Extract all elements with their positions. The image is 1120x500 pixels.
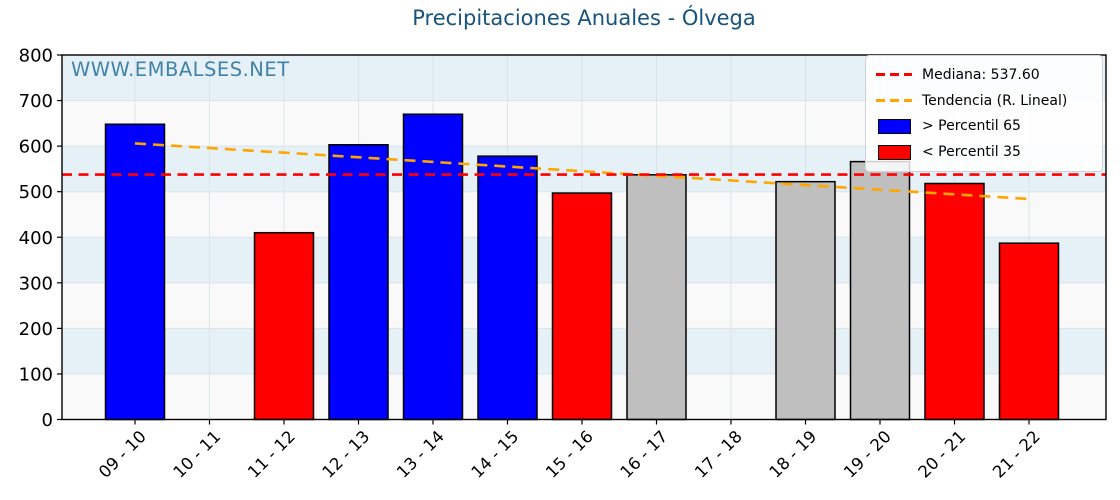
chart-title: Precipitaciones Anuales - Ólvega — [412, 6, 756, 30]
bar-18-19 — [775, 180, 836, 421]
x-tick-label-3: 12 - 13 — [319, 427, 374, 482]
x-tick-label-7: 16 - 17 — [617, 427, 672, 482]
y-tick-label-700: 700 — [19, 91, 53, 112]
legend: Mediana: 537.60 Tendencia (R. Lineal) > … — [865, 55, 1103, 172]
legend-label-p35: < Percentil 35 — [922, 144, 1021, 161]
bar-15-16 — [551, 192, 613, 421]
p65-patch-swatch-icon — [876, 118, 912, 134]
bar-11-12 — [253, 231, 315, 421]
y-tick-label-500: 500 — [19, 182, 53, 203]
legend-label-trend: Tendencia (R. Lineal) — [922, 92, 1068, 109]
bar-21-22 — [998, 242, 1060, 421]
bar-14-15 — [477, 155, 538, 421]
bar-19-20 — [849, 160, 911, 421]
x-tick-label-4: 13 - 14 — [393, 427, 448, 482]
y-tick-label-800: 800 — [19, 46, 53, 67]
x-tick-label-11: 20 - 21 — [915, 427, 970, 482]
p35-patch-swatch-icon — [876, 144, 912, 160]
bar-12-13 — [328, 144, 389, 421]
watermark: WWW.EMBALSES.NET — [71, 58, 290, 81]
y-tick-label-400: 400 — [19, 228, 53, 249]
legend-item-p35: < Percentil 35 — [876, 144, 1092, 160]
trend-dash-swatch-icon — [876, 99, 912, 103]
x-tick-label-2: 11 - 12 — [244, 427, 299, 482]
legend-label-median: Mediana: 537.60 — [922, 66, 1040, 83]
x-tick-label-0: 09 - 10 — [95, 427, 150, 482]
y-tick-label-200: 200 — [19, 319, 53, 340]
bar-16-17 — [626, 174, 687, 421]
x-tick-label-8: 17 - 18 — [691, 427, 746, 482]
trend-line — [134, 142, 1030, 201]
legend-item-p65: > Percentil 65 — [876, 118, 1092, 134]
x-tick-label-5: 14 - 15 — [468, 427, 523, 482]
legend-label-p65: > Percentil 65 — [922, 118, 1021, 135]
x-tick-label-10: 19 - 20 — [840, 427, 895, 482]
x-tick-label-1: 10 - 11 — [170, 427, 225, 482]
y-tick-label-0: 0 — [42, 410, 53, 431]
x-tick-label-9: 18 - 19 — [766, 427, 821, 482]
median-dash-swatch-icon — [876, 73, 912, 77]
bar-09-10 — [104, 123, 166, 421]
legend-item-median: Mediana: 537.60 — [876, 67, 1092, 83]
bar-20-21 — [924, 182, 985, 421]
x-tick-label-6: 15 - 16 — [542, 427, 597, 482]
y-tick-label-100: 100 — [19, 364, 53, 385]
x-tick-label-12: 21 - 22 — [989, 427, 1044, 482]
y-tick-label-600: 600 — [19, 137, 53, 158]
legend-item-trend: Tendencia (R. Lineal) — [876, 93, 1092, 109]
y-tick-label-300: 300 — [19, 273, 53, 294]
